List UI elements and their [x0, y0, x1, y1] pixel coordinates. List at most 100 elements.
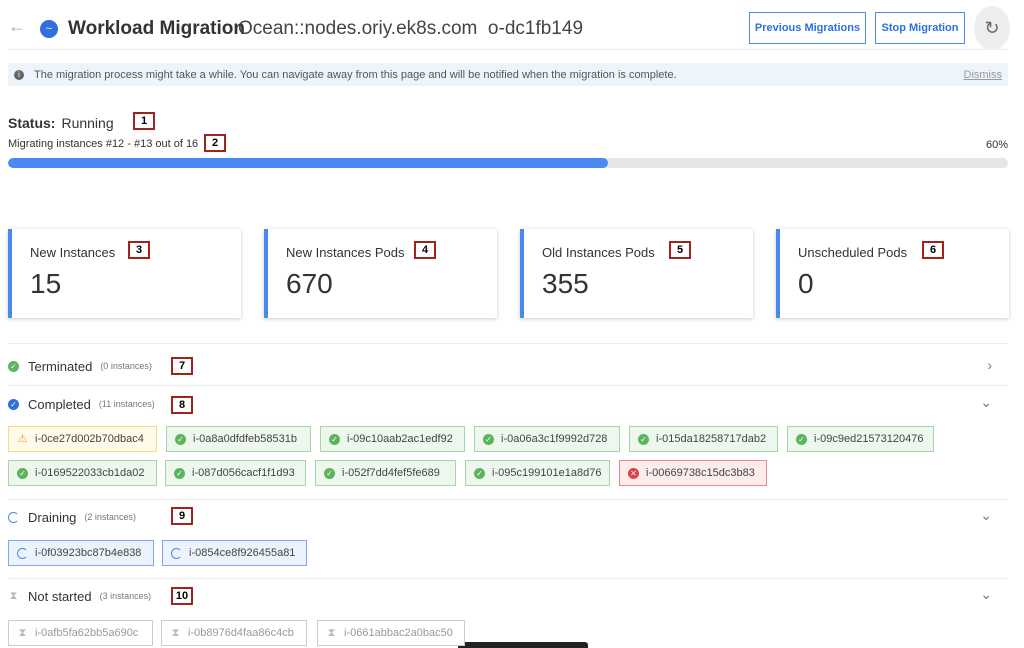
instance-chip[interactable]: i-0f03923bc87b4e838 [8, 540, 154, 566]
status-label: Status: [8, 115, 56, 131]
instance-chip[interactable]: ✓ i-052f7dd4fef5fe689 [315, 460, 456, 486]
divider [8, 385, 1008, 386]
status-value: Running [61, 115, 114, 131]
section-count: (3 instances) [99, 591, 152, 601]
instance-id: i-0afb5fa62bb5a690c [35, 627, 139, 639]
card-value: 15 [30, 268, 62, 299]
progress-fill [8, 158, 608, 168]
section-completed[interactable]: ✓ Completed (11 instances) [8, 394, 155, 414]
hourglass-icon: ⧗ [171, 626, 180, 639]
check-circle-icon: ✓ [474, 467, 485, 479]
check-circle-icon: ✓ [796, 433, 807, 445]
hourglass-icon: ⧗ [327, 626, 336, 639]
instance-chip[interactable]: ⚠ i-0ce27d002b70dbac4 [8, 426, 157, 452]
spinner-icon [171, 547, 182, 559]
instance-chip[interactable]: ✓ i-0a06a3c1f9992d728 [474, 426, 620, 452]
card-label: New Instances Pods [286, 245, 405, 260]
section-title: Completed [28, 396, 91, 412]
section-title: Terminated [28, 358, 93, 374]
section-count: (0 instances) [100, 361, 152, 371]
card-new-instances: New Instances 15 [8, 229, 241, 318]
instance-chip[interactable]: ✕ i-00669738c15dc3b83 [619, 460, 767, 486]
annotation-marker: 9 [171, 507, 193, 525]
instance-chip[interactable]: ✓ i-0a8a0dfdfeb58531b [166, 426, 311, 452]
instance-chip[interactable]: ✓ i-015da18258717dab2 [629, 426, 778, 452]
card-label: New Instances [30, 245, 116, 260]
chevron-down-icon[interactable]: ⌄ [980, 507, 992, 523]
annotation-marker: 7 [171, 357, 193, 375]
divider [8, 499, 1008, 500]
annotation-marker: 2 [204, 134, 226, 152]
instance-chip[interactable]: ✓ i-09c9ed21573120476 [787, 426, 934, 452]
check-icon: ✓ [8, 360, 19, 372]
refresh-icon: ↻ [984, 17, 1000, 38]
check-icon: ✓ [8, 398, 19, 410]
chevron-down-icon[interactable]: ⌄ [980, 586, 992, 602]
section-title: Draining [28, 509, 77, 525]
hourglass-icon: ⧗ [9, 589, 18, 602]
status: Status: Running [8, 115, 114, 131]
check-circle-icon: ✓ [174, 467, 185, 479]
instance-id: i-09c10aab2ac1edf92 [347, 433, 453, 445]
divider [8, 49, 1008, 50]
card-label: Unscheduled Pods [798, 245, 908, 260]
chevron-right-icon[interactable]: › [987, 357, 992, 373]
instance-id: i-0a8a0dfdfeb58531b [193, 433, 297, 445]
check-circle-icon: ✓ [329, 433, 340, 445]
instance-chip[interactable]: ✓ i-09c10aab2ac1edf92 [320, 426, 465, 452]
card-value: 0 [798, 268, 814, 299]
section-draining[interactable]: Draining (2 instances) [8, 507, 136, 527]
card-old-instances-pods: Old Instances Pods 355 [520, 229, 753, 318]
instance-chip[interactable]: ✓ i-095c199101e1a8d76 [465, 460, 610, 486]
card-unscheduled-pods: Unscheduled Pods 0 [776, 229, 1009, 318]
instance-chip[interactable]: ⧗ i-0661abbac2a0bac50 [317, 620, 465, 646]
instance-id: i-052f7dd4fef5fe689 [342, 467, 440, 479]
migrating-text: Migrating instances #12 - #13 out of 16 [8, 138, 199, 150]
annotation-marker: 4 [414, 241, 436, 259]
info-banner: i The migration process might take a whi… [8, 63, 1008, 86]
card-new-instances-pods: New Instances Pods 670 [264, 229, 497, 318]
section-not-started[interactable]: ⧗ Not started (3 instances) [8, 586, 152, 606]
divider [8, 578, 1008, 579]
bottom-overlay-bar [458, 642, 588, 648]
stop-migration-button[interactable]: Stop Migration [875, 12, 965, 44]
spinner-icon [8, 511, 19, 523]
instance-chip[interactable]: ✓ i-087d056cacf1f1d93 [165, 460, 306, 486]
section-title: Not started [28, 588, 92, 604]
progress-bar [8, 158, 1008, 168]
instance-id: i-0854ce8f926455a81 [189, 547, 296, 559]
instance-chip[interactable]: i-0854ce8f926455a81 [162, 540, 307, 566]
info-icon: i [14, 69, 24, 80]
instance-id: i-0b8976d4faa86c4cb [188, 627, 294, 639]
check-circle-icon: ✓ [17, 467, 28, 479]
card-value: 355 [542, 268, 589, 299]
annotation-marker: 8 [171, 396, 193, 414]
back-arrow-icon[interactable]: ← [8, 16, 26, 36]
instance-chip[interactable]: ⧗ i-0b8976d4faa86c4cb [161, 620, 307, 646]
instance-chip[interactable]: ✓ i-0169522033cb1da02 [8, 460, 157, 486]
chevron-down-icon[interactable]: ⌄ [980, 394, 992, 410]
check-circle-icon: ✓ [175, 433, 186, 445]
cluster-name: Ocean::nodes.oriy.ek8s.com o-dc1fb149 [238, 18, 584, 39]
card-label: Old Instances Pods [542, 245, 655, 260]
previous-migrations-button[interactable]: Previous Migrations [749, 12, 866, 44]
dismiss-link[interactable]: Dismiss [963, 68, 1003, 81]
section-count: (11 instances) [98, 399, 155, 409]
card-value: 670 [286, 268, 333, 299]
divider [8, 343, 1008, 344]
check-circle-icon: ✓ [638, 433, 649, 445]
annotation-marker: 6 [922, 241, 944, 259]
refresh-button[interactable]: ↻ [974, 6, 1010, 50]
instance-chip[interactable]: ⧗ i-0afb5fa62bb5a690c [8, 620, 153, 646]
section-count: (2 instances) [84, 512, 136, 522]
section-terminated[interactable]: ✓ Terminated (0 instances) [8, 356, 152, 376]
page-title: Workload Migration [68, 18, 245, 39]
instance-id: i-095c199101e1a8d76 [492, 467, 602, 479]
annotation-marker: 5 [669, 241, 691, 259]
instance-id: i-00669738c15dc3b83 [646, 467, 755, 479]
check-circle-icon: ✓ [483, 433, 494, 445]
error-icon: ✕ [628, 467, 639, 479]
annotation-marker: 3 [128, 241, 150, 259]
instance-id: i-0f03923bc87b4e838 [35, 547, 142, 559]
instance-id: i-087d056cacf1f1d93 [192, 467, 295, 479]
